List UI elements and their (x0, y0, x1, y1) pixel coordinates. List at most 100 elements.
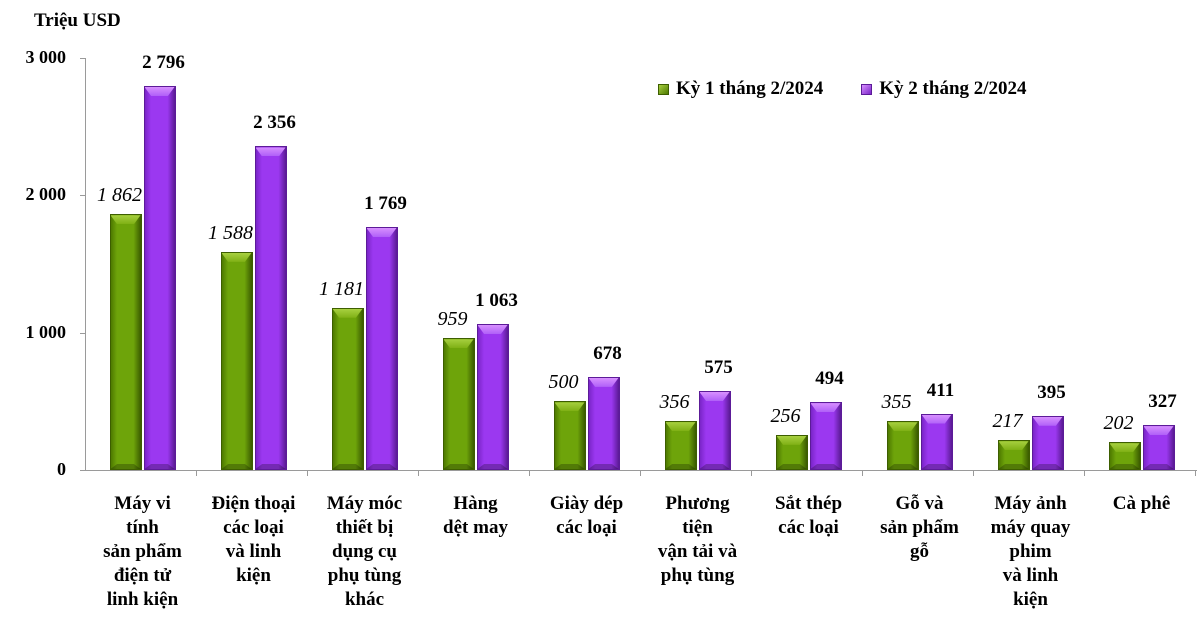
y-tick-label: 0 (57, 459, 66, 479)
data-label-series-1: 202 (1103, 412, 1134, 435)
bar-series-2 (1142, 425, 1175, 470)
x-tick-mark (862, 470, 863, 476)
bar-bevel (144, 87, 175, 97)
bar-series-2 (698, 391, 731, 470)
bar-bevel (588, 377, 619, 387)
bar-series-2 (1031, 415, 1064, 470)
category-label: Phương tiện vận tải và phụ tùng (657, 493, 738, 586)
data-label-series-2: 2 356 (253, 112, 296, 134)
bar-bevel (665, 422, 696, 432)
data-label-series-1: 1 588 (208, 221, 253, 244)
bar-series-1 (553, 401, 586, 470)
y-tick-mark (80, 195, 86, 197)
bar-bevel (221, 463, 252, 469)
data-label-series-1: 256 (770, 404, 801, 427)
x-tick-mark (751, 470, 752, 476)
category-label: Máy móc thiết bị dụng cụ phụ tùng khác (326, 493, 403, 610)
bar-bevel (221, 252, 252, 262)
y-tick-label: 3 000 (25, 47, 67, 67)
legend-item-series-2: Kỳ 2 tháng 2/2024 (861, 78, 1027, 100)
bar-bevel (477, 325, 508, 334)
data-label-series-1: 500 (548, 371, 579, 394)
category-label: Cà phê (1112, 493, 1171, 514)
bar-bevel (1032, 416, 1063, 426)
bar-series-1 (1108, 442, 1141, 470)
bar-bevel (366, 463, 397, 469)
bar-series-1 (220, 251, 253, 470)
y-axis-unit-label: Triệu USD (34, 10, 121, 31)
data-label-series-2: 395 (1037, 381, 1066, 403)
legend-label: Kỳ 1 tháng 2/2024 (676, 78, 824, 99)
x-tick-mark (1084, 470, 1085, 476)
bar-bevel (477, 463, 508, 469)
bar-series-2 (143, 86, 176, 470)
bar-bevel (554, 402, 585, 412)
bar-bevel (776, 463, 807, 469)
category-label: Giày dép các loại (549, 493, 624, 538)
bar-bevel (255, 147, 286, 157)
y-tick-label: 2 000 (25, 184, 67, 205)
data-label-series-2: 411 (926, 379, 955, 401)
bar-series-2 (920, 413, 953, 470)
data-label-series-2: 494 (815, 368, 844, 390)
data-label-series-2: 2 796 (142, 52, 185, 74)
x-tick-mark (529, 470, 530, 476)
x-tick-mark (973, 470, 974, 476)
bar-bevel (810, 403, 841, 413)
y-tick-mark (80, 58, 86, 59)
bar-bevel (887, 463, 918, 469)
bar-bevel (699, 392, 730, 402)
x-tick-mark (418, 470, 419, 476)
bar-bevel (776, 435, 807, 445)
category-label: Gỗ và sản phẩm gỗ (880, 493, 959, 562)
bar-series-2 (254, 146, 287, 470)
bar-bevel (554, 463, 585, 469)
data-label-series-2: 327 (1148, 391, 1177, 413)
bar-bevel (1143, 463, 1174, 469)
bar-bevel (588, 463, 619, 469)
legend-item-series-1: Kỳ 1 tháng 2/2024 (658, 78, 823, 100)
bar-series-1 (886, 421, 919, 470)
bar-bevel (665, 463, 696, 469)
y-tick-mark (80, 470, 86, 471)
bar-bevel (1032, 463, 1063, 469)
bar-bevel (998, 441, 1029, 451)
bar-bevel (144, 463, 175, 469)
bar-bevel (366, 228, 397, 238)
category-label: Điện thoại các loại và linh kiện (211, 493, 296, 586)
category-label: Máy vi tính sản phẩm điện tử linh kiện (103, 493, 182, 610)
data-label-series-2: 1 063 (475, 290, 518, 311)
bar-bevel (110, 463, 141, 469)
data-label-series-1: 217 (992, 410, 1023, 433)
legend-label: Kỳ 2 tháng 2/2024 (879, 78, 1027, 99)
data-label-series-1: 1 862 (97, 184, 142, 207)
bar-bevel (699, 463, 730, 469)
bar-series-1 (775, 434, 808, 470)
x-tick-mark (640, 470, 641, 476)
bar-bevel (332, 463, 363, 469)
bar-bevel (810, 463, 841, 469)
bar-bevel (1143, 426, 1174, 436)
bar-series-1 (331, 307, 364, 470)
x-tick-mark (307, 470, 308, 476)
bar-series-1 (997, 440, 1030, 470)
bar-bevel (110, 215, 141, 225)
legend-swatch-purple-icon (861, 83, 873, 95)
x-tick-mark (1195, 470, 1196, 476)
bar-series-1 (109, 214, 142, 470)
category-label: Hàng dệt may (443, 493, 508, 538)
legend-swatch-green-icon (658, 83, 669, 95)
x-axis-line (85, 470, 1197, 471)
bar-series-1 (442, 338, 475, 470)
data-label-series-1: 355 (881, 391, 912, 414)
data-label-series-2: 678 (593, 342, 622, 364)
bar-series-2 (587, 376, 620, 470)
bar-bevel (1109, 463, 1140, 469)
data-label-series-2: 1 769 (364, 193, 407, 215)
bar-series-1 (664, 421, 697, 470)
bar-bevel (332, 308, 363, 318)
bar-bevel (921, 463, 952, 469)
bar-series-2 (809, 402, 842, 470)
category-label: Sắt thép các loại (774, 493, 843, 538)
data-label-series-2: 575 (704, 357, 733, 379)
